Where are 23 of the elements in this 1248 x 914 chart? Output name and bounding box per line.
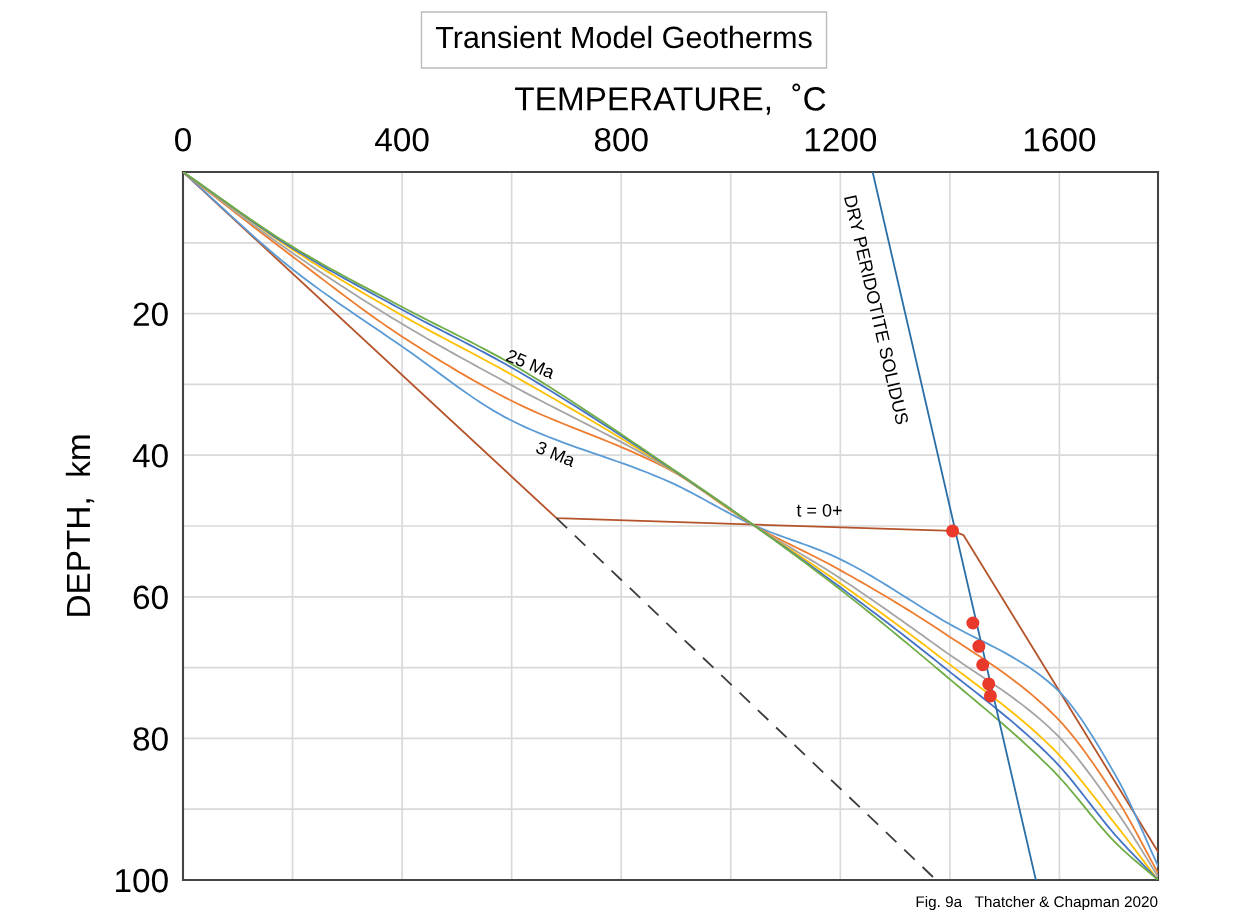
point [983, 689, 997, 703]
x-tick-label: 0 [175, 127, 191, 152]
x-tick-label: 1600 [1024, 127, 1096, 152]
y-tick-label: 20 [133, 302, 168, 327]
x-axis-title: TEMPERATURE, ˚C [515, 83, 826, 115]
text: 25 Ma [505, 348, 556, 380]
point [982, 677, 996, 691]
y-tick-label: 60 [133, 585, 168, 610]
x-tick-label: 1200 [805, 127, 877, 152]
y-axis-title: DEPTH, km [65, 435, 95, 616]
chart-title: Transient Model Geotherms [435, 25, 812, 49]
point [966, 616, 980, 630]
point [976, 658, 990, 672]
x-tick-label: 800 [594, 127, 648, 152]
text: 3 Ma [535, 440, 577, 468]
y-tick-label: 80 [133, 727, 168, 751]
y-tick-label: 100 [116, 868, 168, 893]
point [972, 639, 986, 653]
series-label: t = 0+ [796, 503, 842, 517]
y-tick-label: 40 [132, 444, 168, 468]
point [946, 524, 960, 538]
caption: Fig. 9a Thatcher & Chapman 2020 [916, 895, 1158, 911]
x-tick-label: 400 [375, 127, 429, 152]
